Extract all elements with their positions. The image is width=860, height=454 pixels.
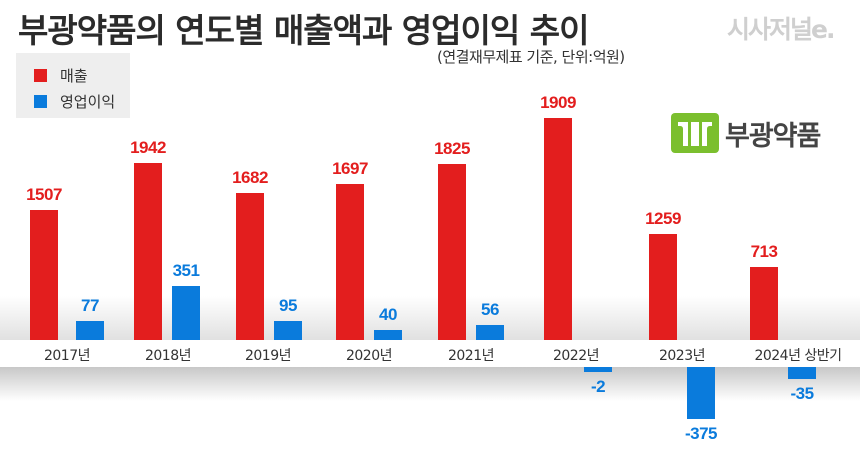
- x-axis-tick-label: 2023년: [658, 348, 706, 364]
- revenue-value-label: 1697: [332, 159, 368, 178]
- legend-label-revenue: 매출: [60, 67, 88, 85]
- operating-profit-bar: [476, 325, 504, 340]
- operating-profit-value-label: 40: [379, 305, 397, 324]
- revenue-bar: [649, 234, 677, 340]
- operating-profit-bar-negative: [584, 367, 612, 372]
- operating-profit-bar: [76, 321, 104, 340]
- chart-subtitle: (연결재무제표 기준, 단위:억원): [437, 48, 625, 66]
- x-axis-tick-label: 2017년: [43, 348, 91, 364]
- revenue-bar: [236, 193, 264, 340]
- operating-profit-value-label: 351: [172, 261, 200, 280]
- operating-profit-bar: [172, 286, 200, 340]
- legend: 매출 영업이익: [16, 53, 130, 118]
- revenue-value-label: 1507: [26, 185, 62, 204]
- legend-label-operating-profit: 영업이익: [60, 93, 116, 111]
- operating-profit-value-label: -2: [590, 377, 606, 396]
- x-axis-tick-label: 2024년 상반기: [754, 348, 842, 364]
- chart-shadow-top: [0, 296, 860, 340]
- x-axis-tick-label: 2020년: [345, 348, 393, 364]
- revenue-bar: [438, 164, 466, 340]
- revenue-value-label: 1825: [434, 139, 470, 158]
- chart-title: 부광약품의 연도별 매출액과 영업이익 추이: [18, 11, 589, 50]
- revenue-value-label: 1682: [232, 168, 268, 187]
- revenue-bar: [750, 267, 778, 340]
- operating-profit-bar-negative: [788, 367, 816, 379]
- x-axis-tick-label: 2021년: [447, 348, 495, 364]
- revenue-bar: [134, 163, 162, 340]
- revenue-value-label: 1909: [540, 93, 576, 112]
- legend-swatch-revenue: [34, 69, 47, 82]
- operating-profit-bar: [274, 321, 302, 340]
- operating-profit-bar: [374, 330, 402, 340]
- x-axis-tick-label: 2022년: [552, 348, 600, 364]
- company-logo-text: 부광약품: [725, 121, 821, 152]
- revenue-bar: [544, 118, 572, 340]
- legend-item-revenue: 매출: [34, 65, 88, 86]
- watermark-logo: 시사저널e.: [727, 15, 835, 44]
- revenue-bar: [30, 210, 58, 340]
- operating-profit-value-label: -375: [684, 424, 718, 443]
- operating-profit-value-label: 95: [279, 296, 297, 315]
- x-axis-tick-label: 2019년: [244, 348, 292, 364]
- revenue-value-label: 1259: [645, 209, 681, 228]
- operating-profit-value-label: 56: [481, 300, 499, 319]
- operating-profit-bar-negative: [687, 367, 715, 419]
- x-axis-band: [0, 340, 860, 367]
- revenue-bar: [336, 184, 364, 340]
- bukwang-logo-icon: [671, 113, 719, 153]
- legend-swatch-operating-profit: [34, 95, 47, 108]
- x-axis-tick-label: 2018년: [144, 348, 192, 364]
- revenue-value-label: 713: [750, 242, 778, 261]
- chart-shadow-bottom: [0, 367, 860, 401]
- legend-item-operating-profit: 영업이익: [34, 91, 115, 112]
- operating-profit-value-label: 77: [81, 296, 99, 315]
- revenue-value-label: 1942: [130, 138, 166, 157]
- operating-profit-value-label: -35: [790, 384, 814, 403]
